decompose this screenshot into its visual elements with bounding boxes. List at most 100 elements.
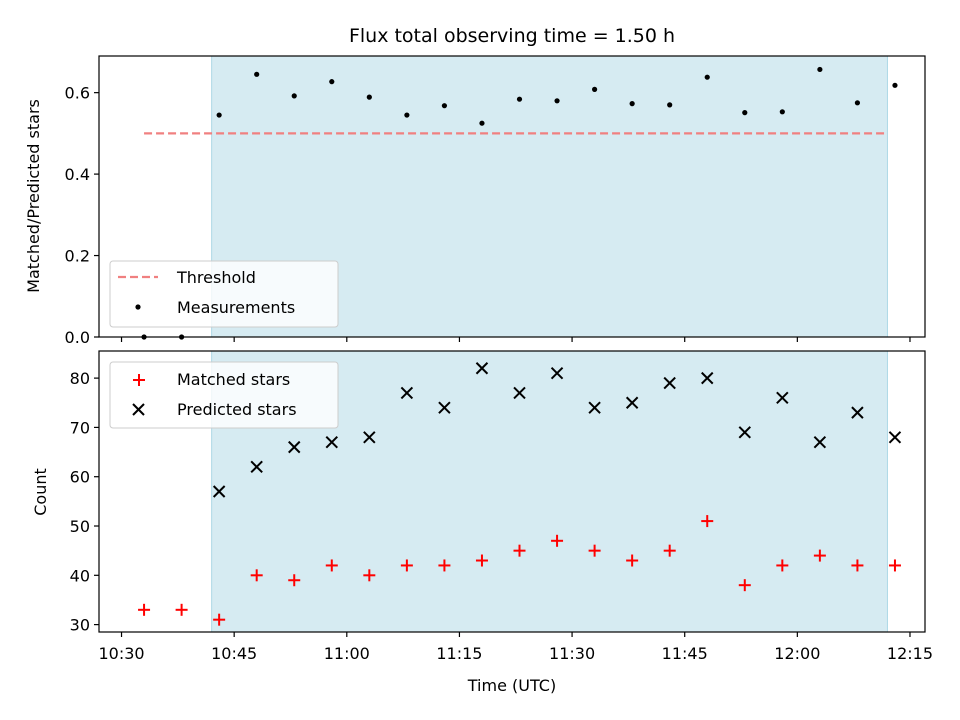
ratio-y-ticks: 0.0 0.2 0.4 0.6	[65, 84, 99, 347]
predicted-stars-point	[513, 386, 526, 400]
predicted-stars-point	[438, 401, 451, 414]
measurement-point	[629, 101, 635, 107]
matched-stars-point	[363, 569, 376, 582]
measurements-legend-icon	[135, 304, 141, 310]
threshold-legend-label: Threshold	[176, 268, 256, 287]
measurement-point	[404, 112, 410, 118]
predicted-stars-point	[325, 435, 338, 449]
predicted-stars-point	[663, 376, 676, 390]
ratio-y-axis-label: Matched/Predicted stars	[24, 99, 43, 293]
predicted-stars-point	[813, 435, 827, 449]
count-x-ticks: 10:30 10:45 11:00 11:15 11:30 11:45 12:00 12:15	[98, 632, 933, 663]
measurement-point	[704, 74, 710, 80]
count-y-ticks: 30 40 50 60 70 80	[70, 369, 99, 635]
predicted-stars-point	[212, 485, 226, 498]
matched-stars-point	[851, 559, 864, 572]
measurement-point	[817, 66, 823, 73]
measurement-point	[329, 79, 335, 85]
matched-stars-point	[701, 515, 714, 528]
ratio-y-tick-label: 0.0	[65, 328, 90, 347]
predicted-stars-point	[250, 460, 263, 474]
matched-stars-point	[175, 603, 188, 616]
count-y-tick-label: 80	[70, 369, 90, 388]
count-y-tick-label: 60	[70, 468, 90, 487]
predicted-stars-point	[888, 431, 902, 444]
predicted-legend-label: Predicted stars	[177, 400, 297, 419]
measurement-point	[779, 109, 785, 115]
matched-stars-point	[813, 549, 826, 562]
matched-stars-point	[400, 559, 413, 572]
count-y-tick-label: 40	[70, 566, 90, 585]
ratio-panel: 0.0 0.2 0.4 0.6 Matched/Predicted stars Thr…	[24, 55, 926, 347]
predicted-stars-point	[738, 426, 751, 439]
count-y-axis-label: Count	[31, 468, 50, 516]
matched-legend-icon	[133, 374, 145, 386]
predicted-stars-point	[776, 391, 789, 405]
x-tick-label: 11:45	[662, 644, 708, 663]
count-axes-frame	[98, 350, 926, 633]
ratio-axes-frame	[98, 55, 926, 338]
count-y-tick-label: 70	[70, 418, 90, 437]
measurement-point	[366, 94, 372, 100]
matched-stars-point	[738, 579, 751, 592]
measurement-point	[892, 82, 898, 88]
predicted-stars-point	[625, 396, 639, 409]
matched-stars-point	[513, 544, 526, 557]
measurement-point	[254, 71, 260, 77]
measurement-point	[742, 110, 748, 116]
matched-stars-point	[588, 544, 601, 557]
x-tick-label: 10:30	[98, 644, 144, 663]
matched-stars-point	[138, 603, 151, 616]
predicted-stars-point	[588, 401, 601, 414]
ratio-y-tick-label: 0.2	[65, 247, 90, 266]
measurement-point	[291, 93, 297, 99]
ratio-y-tick-label: 0.4	[65, 165, 90, 184]
count-y-tick-label: 50	[70, 517, 90, 536]
measurement-point	[554, 98, 560, 104]
count-y-tick-label: 30	[70, 616, 90, 635]
matched-legend-label: Matched stars	[177, 370, 290, 389]
matched-stars-point	[325, 559, 338, 572]
chart-title: Flux total observing time = 1.50 h	[349, 25, 675, 47]
matched-stars-point	[213, 613, 226, 626]
predicted-stars-point	[288, 440, 301, 454]
measurements-legend-label: Measurements	[177, 298, 295, 317]
matched-stars-point	[288, 574, 301, 587]
matched-stars-point	[626, 554, 639, 567]
ratio-x-ticks	[120, 337, 911, 342]
count-panel: 30 40 50 60 70 80 10:30 10:45 11:00 11:15 11:30 11…	[31, 350, 933, 695]
x-tick-label: 12:00	[774, 644, 820, 663]
x-tick-label: 11:15	[436, 644, 482, 663]
x-tick-label: 11:00	[324, 644, 370, 663]
x-tick-label: 10:45	[211, 644, 257, 663]
x-axis-label: Time (UTC)	[467, 676, 556, 695]
x-tick-label: 11:30	[549, 644, 595, 663]
measurement-point	[592, 86, 598, 92]
x-tick-label: 12:15	[887, 644, 933, 663]
ratio-y-tick-label: 0.6	[65, 84, 90, 103]
predicted-legend-icon	[132, 403, 145, 416]
measurement-point	[479, 120, 485, 126]
measurement-point	[441, 103, 448, 109]
matched-stars-point	[551, 534, 564, 547]
measurement-point	[516, 96, 523, 102]
ratio-legend-box	[109, 260, 339, 328]
matched-stars-point	[250, 569, 263, 582]
count-legend-box	[109, 361, 339, 429]
predicted-stars-point	[851, 406, 864, 419]
measurement-point	[667, 102, 673, 108]
predicted-stars-point	[363, 431, 376, 444]
measurement-point	[854, 100, 861, 106]
predicted-stars-point	[475, 362, 489, 375]
predicted-stars-point	[701, 371, 714, 385]
predicted-stars-point	[400, 386, 414, 400]
ratio-legend: Threshold Measurements	[109, 260, 339, 328]
matched-stars-point	[663, 544, 676, 557]
predicted-stars-point	[550, 366, 564, 380]
matched-stars-point	[475, 554, 488, 567]
matched-stars-point	[438, 559, 451, 572]
matched-stars-point	[888, 559, 901, 572]
count-legend: Matched stars Predicted stars	[109, 361, 339, 429]
measurement-point	[216, 112, 222, 118]
